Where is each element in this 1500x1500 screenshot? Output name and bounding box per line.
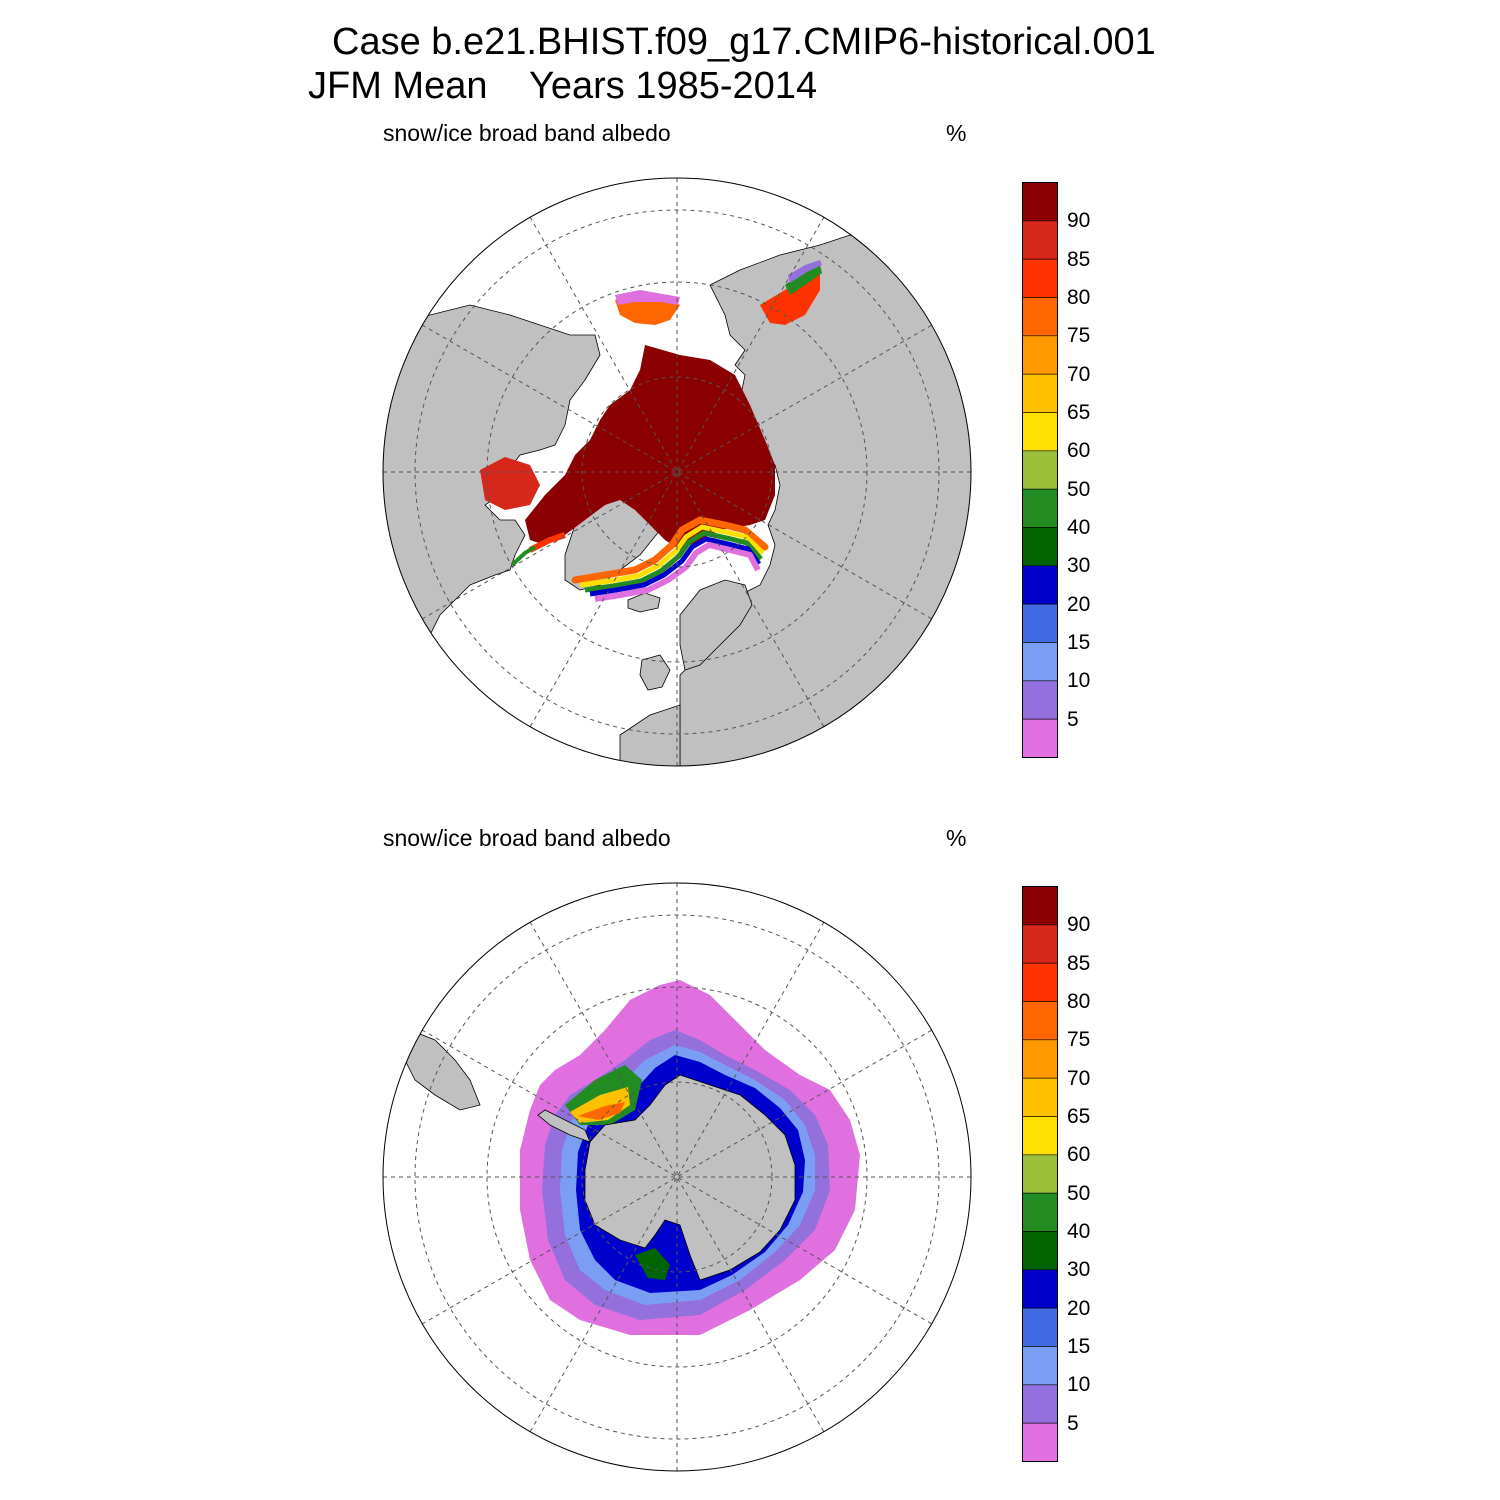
south-colorbar-tick-label: 40 bbox=[1067, 1220, 1091, 1243]
south-colorbar-tick-label: 30 bbox=[1067, 1258, 1091, 1282]
north-colorbar-swatch bbox=[1022, 335, 1058, 375]
south-colorbar-swatch bbox=[1022, 1001, 1058, 1041]
north-colorbar bbox=[1022, 182, 1058, 758]
south-colorbar-tick-label: 75 bbox=[1067, 1028, 1091, 1052]
south-colorbar-swatch bbox=[1022, 1154, 1058, 1194]
panel-label-south: snow/ice broad band albedo bbox=[383, 825, 671, 851]
north-map-border bbox=[382, 177, 972, 767]
north-colorbar-swatch bbox=[1022, 220, 1058, 260]
north-colorbar-tick-label: 75 bbox=[1067, 324, 1091, 348]
south-colorbar-tick-label: 90 bbox=[1067, 913, 1091, 937]
north-ice-edge-labrador-green bbox=[510, 545, 537, 567]
north-ice-okhotsk-outer bbox=[788, 260, 822, 283]
south-colorbar-swatch bbox=[1022, 924, 1058, 964]
north-colorbar-swatch bbox=[1022, 680, 1058, 720]
south-colorbar-tick-label: 20 bbox=[1067, 1296, 1091, 1320]
south-land-peninsula bbox=[537, 1109, 591, 1143]
north-colorbar-swatch bbox=[1022, 412, 1058, 452]
south-colorbar-swatch bbox=[1022, 1346, 1058, 1386]
figure-title-period: JFM Mean Years 1985-2014 bbox=[308, 65, 818, 107]
panel-unit-south: % bbox=[946, 825, 967, 851]
north-colorbar-tick-label: 80 bbox=[1067, 286, 1091, 309]
north-colorbar-tick-label: 65 bbox=[1067, 401, 1091, 424]
north-ice-edge-yellow bbox=[579, 524, 765, 588]
north-ice-bering-edge bbox=[615, 290, 680, 305]
north-colorbar-tick-label: 5 bbox=[1067, 707, 1079, 731]
north-colorbar-swatch bbox=[1022, 527, 1058, 567]
north-colorbar-swatch bbox=[1022, 565, 1058, 605]
panel-label-north: snow/ice broad band albedo bbox=[383, 120, 671, 146]
north-colorbar-swatch bbox=[1022, 603, 1058, 643]
north-colorbar-swatch bbox=[1022, 182, 1058, 222]
south-colorbar-swatch bbox=[1022, 1192, 1058, 1232]
north-ice-edge-green bbox=[584, 530, 763, 593]
north-colorbar-tick-label: 85 bbox=[1067, 247, 1091, 271]
south-colorbar-tick-label: 10 bbox=[1067, 1373, 1091, 1397]
south-colorbar-swatch bbox=[1022, 1039, 1058, 1079]
north-colorbar-tick-label: 70 bbox=[1067, 362, 1091, 386]
north-ice-edge-labrador bbox=[528, 532, 566, 553]
north-colorbar-tick-label: 15 bbox=[1067, 631, 1091, 654]
south-land-south-america bbox=[404, 1029, 481, 1111]
south-colorbar-swatch bbox=[1022, 886, 1058, 926]
north-colorbar-tick-label: 50 bbox=[1067, 477, 1091, 501]
north-colorbar-swatch bbox=[1022, 297, 1058, 337]
south-colorbar-swatch bbox=[1022, 1384, 1058, 1424]
south-colorbar-tick-label: 65 bbox=[1067, 1105, 1091, 1128]
north-colorbar-tick-label: 10 bbox=[1067, 669, 1091, 693]
south-colorbar-swatch bbox=[1022, 1269, 1058, 1309]
north-colorbar-swatch bbox=[1022, 642, 1058, 682]
north-colorbar-tick-label: 30 bbox=[1067, 554, 1091, 578]
south-colorbar-swatch bbox=[1022, 1116, 1058, 1156]
north-colorbar-tick-label: 40 bbox=[1067, 516, 1091, 539]
north-colorbar-swatch bbox=[1022, 488, 1058, 528]
north-ice-edge-pink bbox=[594, 541, 761, 602]
north-colorbar-swatch bbox=[1022, 258, 1058, 298]
north-ice-edge-atlantic bbox=[571, 516, 769, 584]
south-colorbar-swatch bbox=[1022, 1422, 1058, 1462]
north-colorbar-tick-label: 20 bbox=[1067, 592, 1091, 616]
south-colorbar bbox=[1022, 886, 1058, 1462]
figure-title-case: Case b.e21.BHIST.f09_g17.CMIP6-historica… bbox=[332, 21, 1156, 63]
north-ice-edge-blue bbox=[589, 536, 762, 597]
south-colorbar-swatch bbox=[1022, 962, 1058, 1002]
south-polar-map bbox=[382, 882, 972, 1472]
north-polar-map bbox=[382, 177, 972, 767]
south-colorbar-swatch bbox=[1022, 1307, 1058, 1347]
south-graticule bbox=[383, 883, 971, 1471]
south-colorbar-swatch bbox=[1022, 1077, 1058, 1117]
north-land-uk bbox=[639, 654, 671, 691]
north-colorbar-swatch bbox=[1022, 373, 1058, 413]
south-map-border bbox=[382, 882, 972, 1472]
south-colorbar-swatch bbox=[1022, 1231, 1058, 1271]
north-sea-ice-hudson bbox=[480, 457, 540, 510]
north-land-europe bbox=[619, 704, 681, 766]
north-colorbar-tick-label: 60 bbox=[1067, 439, 1091, 463]
panel-unit-north: % bbox=[946, 120, 967, 146]
north-sea-ice-core bbox=[525, 345, 775, 550]
south-colorbar-tick-label: 15 bbox=[1067, 1335, 1091, 1358]
south-colorbar-tick-label: 80 bbox=[1067, 990, 1091, 1013]
north-colorbar-swatch bbox=[1022, 450, 1058, 490]
south-colorbar-tick-label: 50 bbox=[1067, 1181, 1091, 1205]
north-graticule bbox=[383, 178, 971, 766]
south-colorbar-tick-label: 85 bbox=[1067, 951, 1091, 975]
south-colorbar-tick-label: 70 bbox=[1067, 1066, 1091, 1090]
south-colorbar-tick-label: 5 bbox=[1067, 1411, 1079, 1435]
south-ice-ross-green bbox=[635, 1248, 670, 1280]
north-colorbar-swatch bbox=[1022, 718, 1058, 758]
north-ice-okhotsk-edge bbox=[785, 265, 822, 295]
north-colorbar-tick-label: 90 bbox=[1067, 209, 1091, 233]
south-colorbar-tick-label: 60 bbox=[1067, 1143, 1091, 1167]
